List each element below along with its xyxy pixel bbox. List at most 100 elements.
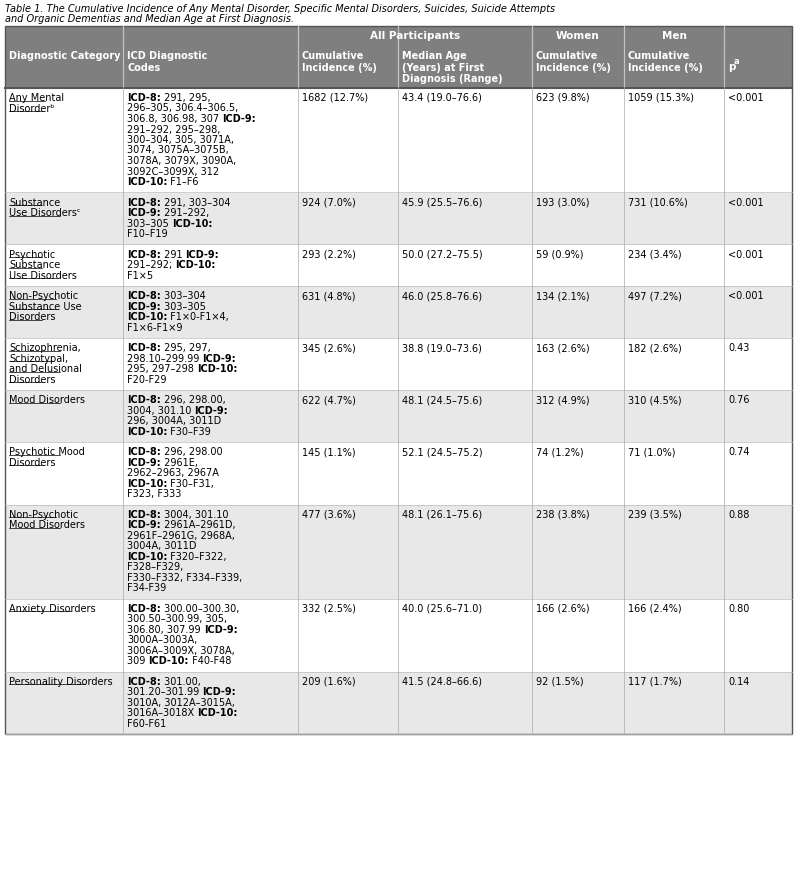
Text: 312 (4.9%): 312 (4.9%) [536, 395, 589, 405]
Text: F60-F61: F60-F61 [127, 719, 166, 728]
Text: ICD-8:: ICD-8: [127, 447, 160, 457]
Text: Disorders: Disorders [9, 375, 55, 384]
Text: 477 (3.6%): 477 (3.6%) [302, 510, 356, 519]
Text: Mood Disorders: Mood Disorders [9, 520, 85, 530]
Text: and Delusional: and Delusional [9, 364, 82, 374]
Text: ICD-10:: ICD-10: [172, 219, 213, 228]
Text: ICD-8:: ICD-8: [127, 93, 160, 103]
Text: Psychotic: Psychotic [9, 249, 55, 260]
Text: Disorders: Disorders [9, 312, 55, 322]
Text: Median Age
(Years) at First
Diagnosis (Range): Median Age (Years) at First Diagnosis (R… [402, 51, 503, 84]
Text: 291–292;: 291–292; [127, 260, 176, 270]
Text: 497 (7.2%): 497 (7.2%) [628, 291, 682, 301]
Text: Diagnostic Category: Diagnostic Category [9, 51, 120, 61]
Text: 134 (2.1%): 134 (2.1%) [536, 291, 589, 301]
Text: ICD-8:: ICD-8: [127, 677, 160, 686]
Text: 303–305: 303–305 [127, 219, 172, 228]
Text: F323, F333: F323, F333 [127, 489, 181, 499]
Text: 3004A, 3011D: 3004A, 3011D [127, 541, 196, 551]
Text: 209 (1.6%): 209 (1.6%) [302, 677, 355, 686]
Text: 3092C–3099X, 312: 3092C–3099X, 312 [127, 166, 219, 177]
Text: 145 (1.1%): 145 (1.1%) [302, 447, 355, 457]
Text: 50.0 (27.2–75.5): 50.0 (27.2–75.5) [402, 249, 483, 260]
Text: 2961A–2961D,: 2961A–2961D, [160, 520, 235, 530]
Text: 48.1 (24.5–75.6): 48.1 (24.5–75.6) [402, 395, 482, 405]
Text: 303–304: 303–304 [160, 291, 205, 301]
Bar [5, 504, 792, 598]
Text: 291: 291 [160, 249, 185, 260]
Text: F1×0-F1×4,: F1×0-F1×4, [168, 312, 229, 322]
Text: 182 (2.6%): 182 (2.6%) [628, 343, 682, 353]
Text: 303–305: 303–305 [160, 301, 205, 312]
Text: <0.001: <0.001 [728, 93, 764, 103]
Text: <0.001: <0.001 [728, 291, 764, 301]
Text: p: p [728, 62, 735, 72]
Bar [5, 442, 792, 504]
Text: ICD-8:: ICD-8: [127, 291, 160, 301]
Text: 1682 (12.7%): 1682 (12.7%) [302, 93, 368, 103]
Text: F40-F48: F40-F48 [189, 656, 231, 666]
Bar [5, 598, 792, 672]
Text: Cumulative
Incidence (%): Cumulative Incidence (%) [536, 51, 611, 72]
Bar [5, 390, 792, 442]
Text: 296, 3004A, 3011D: 296, 3004A, 3011D [127, 416, 221, 426]
Text: 3016A–3018X: 3016A–3018X [127, 708, 197, 718]
Text: Schizophrenia,: Schizophrenia, [9, 343, 81, 353]
Bar [5, 286, 792, 338]
Text: ICD-10:: ICD-10: [197, 364, 237, 374]
Text: 291, 295,: 291, 295, [160, 93, 210, 103]
Text: 2961E,: 2961E, [160, 457, 197, 468]
Text: 291–292,: 291–292, [160, 208, 209, 218]
Text: F34-F39: F34-F39 [127, 583, 166, 593]
Text: ICD-8:: ICD-8: [127, 198, 160, 207]
Text: 92 (1.5%): 92 (1.5%) [536, 677, 584, 686]
Text: <0.001: <0.001 [728, 198, 764, 207]
Bar [5, 245, 792, 286]
Text: 306.8, 306.98, 307: 306.8, 306.98, 307 [127, 114, 222, 124]
Text: 295, 297,: 295, 297, [160, 343, 210, 353]
Text: ICD-8:: ICD-8: [127, 249, 160, 260]
Text: Cumulative
Incidence (%): Cumulative Incidence (%) [302, 51, 377, 72]
Text: ICD-9:: ICD-9: [202, 687, 236, 697]
Text: 43.4 (19.0–76.6): 43.4 (19.0–76.6) [402, 93, 482, 103]
Bar [5, 46, 792, 88]
Text: ICD-9:: ICD-9: [222, 114, 256, 124]
Text: 0.88: 0.88 [728, 510, 749, 519]
Text: 924 (7.0%): 924 (7.0%) [302, 198, 356, 207]
Text: 300.00–300.30,: 300.00–300.30, [160, 604, 239, 613]
Text: ICD Diagnostic
Codes: ICD Diagnostic Codes [127, 51, 208, 72]
Text: Use Disorders: Use Disorders [9, 271, 77, 280]
Text: 239 (3.5%): 239 (3.5%) [628, 510, 682, 519]
Text: Any Mental: Any Mental [9, 93, 64, 103]
Text: 310 (4.5%): 310 (4.5%) [628, 395, 682, 405]
Text: 0.43: 0.43 [728, 343, 749, 353]
Text: ICD-10:: ICD-10: [127, 427, 168, 436]
Text: Table 1. The Cumulative Incidence of Any Mental Disorder, Specific Mental Disord: Table 1. The Cumulative Incidence of Any… [5, 4, 555, 14]
Text: 0.76: 0.76 [728, 395, 750, 405]
Text: 166 (2.4%): 166 (2.4%) [628, 604, 682, 613]
Bar [5, 672, 792, 734]
Text: a: a [734, 57, 739, 66]
Bar [5, 192, 792, 245]
Bar [5, 338, 792, 390]
Text: ICD-10:: ICD-10: [197, 708, 237, 718]
Text: Men: Men [662, 31, 687, 41]
Text: 291–292, 295–298,: 291–292, 295–298, [127, 125, 221, 134]
Text: ICD-10:: ICD-10: [127, 551, 168, 562]
Text: 2961F–2961G, 2968A,: 2961F–2961G, 2968A, [127, 530, 235, 541]
Text: Substance: Substance [9, 198, 60, 207]
Text: Cumulative
Incidence (%): Cumulative Incidence (%) [628, 51, 703, 72]
Text: 41.5 (24.8–66.6): 41.5 (24.8–66.6) [402, 677, 482, 686]
Text: ICD-10:: ICD-10: [127, 478, 168, 489]
Text: 3078A, 3079X, 3090A,: 3078A, 3079X, 3090A, [127, 156, 237, 166]
Text: 296, 298.00,: 296, 298.00, [160, 395, 225, 405]
Text: ICD-8:: ICD-8: [127, 510, 160, 519]
Text: Personality Disorders: Personality Disorders [9, 677, 112, 686]
Text: 45.9 (25.5–76.6): 45.9 (25.5–76.6) [402, 198, 482, 207]
Text: F10–F19: F10–F19 [127, 229, 168, 239]
Text: Non-Psychotic: Non-Psychotic [9, 510, 79, 519]
Text: 3004, 301.10: 3004, 301.10 [160, 510, 229, 519]
Text: 238 (3.8%): 238 (3.8%) [536, 510, 589, 519]
Text: 296–305, 306.4–306.5,: 296–305, 306.4–306.5, [127, 104, 238, 113]
Text: Anxiety Disorders: Anxiety Disorders [9, 604, 95, 613]
